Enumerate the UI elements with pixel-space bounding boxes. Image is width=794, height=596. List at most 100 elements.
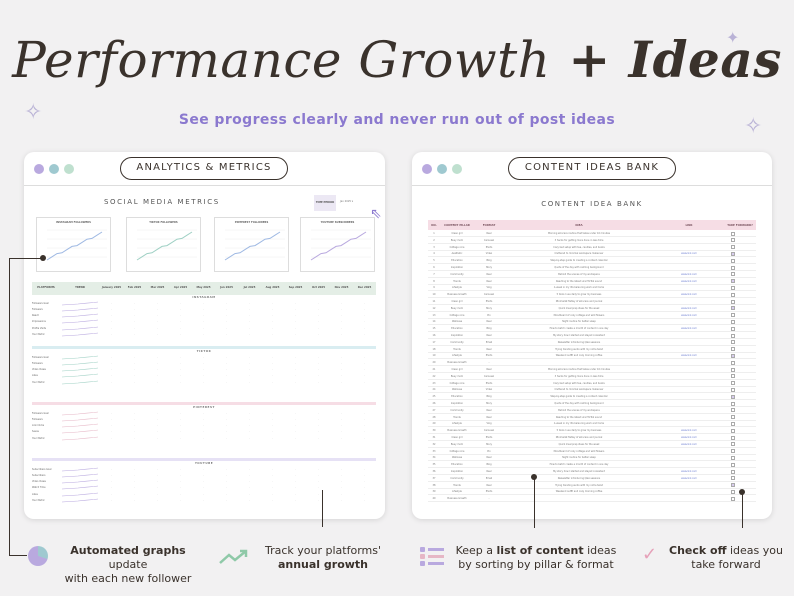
metric-cell[interactable]: · [203,361,204,365]
idea-pillar[interactable]: Education [451,463,463,467]
metric-cell[interactable]: · [180,355,181,359]
metric-cell[interactable]: · [134,368,135,372]
metric-cell[interactable]: · [272,374,273,378]
metric-cell[interactable]: · [226,486,227,490]
metric-cell[interactable]: · [134,301,135,305]
metric-cell[interactable]: · [180,307,181,311]
idea-pillar[interactable]: Busy mom [450,238,464,242]
metric-cell[interactable]: · [111,424,112,428]
idea-pillar[interactable]: Wellness [451,388,463,392]
idea-pillar[interactable]: Inspiration [450,470,464,473]
idea-format[interactable]: Reel [486,483,492,487]
take-forward-checkbox[interactable] [731,483,735,488]
metric-cell[interactable]: · [295,320,296,324]
metric-cell[interactable]: · [157,380,158,384]
idea-pillar[interactable]: Trends [453,279,461,283]
idea-format[interactable]: Reel [486,279,492,283]
metric-cell[interactable]: · [249,361,250,365]
metric-cell[interactable]: · [249,314,250,318]
metric-cell[interactable]: · [180,480,181,484]
idea-pillar[interactable]: Wellness [451,320,463,324]
metric-cell[interactable]: · [180,486,181,490]
idea-pillar[interactable]: Lifestyle [452,490,462,494]
idea-pillar[interactable]: Cottage core [449,381,465,385]
idea-pillar[interactable]: Cottage core [449,449,465,453]
idea-pillar[interactable]: Clean girl [451,368,463,371]
metric-cell[interactable]: · [272,480,273,484]
metric-cell[interactable]: · [203,417,204,421]
metric-cell[interactable]: · [157,467,158,471]
metric-cell[interactable]: · [157,368,158,372]
metric-cell[interactable]: · [249,436,250,440]
take-forward-checkbox[interactable] [731,306,735,311]
idea-link[interactable]: www.link.com [681,354,697,358]
metric-cell[interactable]: · [111,380,112,384]
metric-cell[interactable]: · [111,473,112,477]
idea-pillar[interactable]: Busy mom [450,306,464,310]
idea-format[interactable]: Carousel [483,374,494,378]
ideas-column-header[interactable]: CONTENT PILLAR [444,223,470,227]
metric-cell[interactable]: · [226,307,227,311]
metric-cell[interactable]: · [249,301,250,305]
column-header[interactable]: Jul 2025 [243,285,256,289]
ideas-tab-pill[interactable]: CONTENT IDEAS BANK [508,157,676,180]
ideas-column-header[interactable]: LINK [685,223,693,227]
metric-cell[interactable]: · [364,499,365,502]
metric-cell[interactable]: · [295,355,296,359]
metric-cell[interactable]: · [364,473,365,477]
take-forward-checkbox[interactable] [731,319,735,324]
metric-cell[interactable]: · [249,467,250,471]
take-forward-checkbox[interactable] [731,476,735,481]
metric-cell[interactable]: · [249,326,250,330]
metric-cell[interactable]: · [341,355,342,359]
metric-cell[interactable]: · [295,314,296,318]
take-forward-checkbox[interactable] [731,449,735,454]
metric-cell[interactable]: · [203,333,204,336]
metric-cell[interactable]: · [134,436,135,440]
metric-cell[interactable]: · [341,301,342,305]
metric-cell[interactable]: · [341,368,342,372]
metric-cell[interactable]: · [318,411,319,415]
metric-cell[interactable]: · [134,480,135,484]
ideas-column-header[interactable]: NO. [431,223,437,227]
metric-cell[interactable]: · [318,314,319,318]
metric-cell[interactable]: · [295,499,296,502]
metric-cell[interactable]: · [157,411,158,415]
idea-format[interactable]: Carousel [483,293,494,297]
idea-pillar[interactable]: Community [450,272,464,276]
window-dot-purple[interactable] [34,164,44,174]
metric-cell[interactable]: · [272,473,273,477]
metric-cell[interactable]: · [111,411,112,415]
column-header[interactable]: May 2025 [196,285,211,289]
metric-cell[interactable]: · [318,417,319,421]
take-forward-checkbox[interactable] [731,279,735,284]
metric-cell[interactable]: · [111,436,112,440]
metric-cell[interactable]: · [341,320,342,324]
metric-cell[interactable]: · [364,307,365,311]
take-forward-checkbox[interactable] [731,367,735,372]
metric-cell[interactable]: · [318,473,319,477]
metric-cell[interactable]: · [364,368,365,372]
idea-pillar[interactable]: Business Growth [447,293,467,297]
metric-cell[interactable]: · [249,473,250,477]
take-forward-checkbox[interactable] [731,265,735,270]
idea-pillar[interactable]: Trends [453,347,461,351]
idea-pillar[interactable]: Lifestyle [452,286,462,290]
metric-cell[interactable]: · [295,326,296,330]
metric-cell[interactable]: · [364,301,365,305]
column-header[interactable]: TREND [75,285,85,289]
metric-cell[interactable]: · [203,499,204,502]
metric-cell[interactable]: · [180,368,181,372]
ideas-column-header[interactable]: TAKE FORWARD? [727,223,753,227]
metric-cell[interactable]: · [341,424,342,428]
metric-cell[interactable]: · [364,320,365,324]
metric-cell[interactable]: · [134,430,135,434]
metric-cell[interactable]: · [134,499,135,502]
metric-cell[interactable]: · [295,374,296,378]
metric-cell[interactable]: · [249,333,250,336]
metric-cell[interactable]: · [295,333,296,336]
metric-cell[interactable]: · [318,424,319,428]
metric-cell[interactable]: · [180,314,181,318]
idea-pillar[interactable]: Inspiration [450,402,464,405]
metric-cell[interactable]: · [180,430,181,434]
